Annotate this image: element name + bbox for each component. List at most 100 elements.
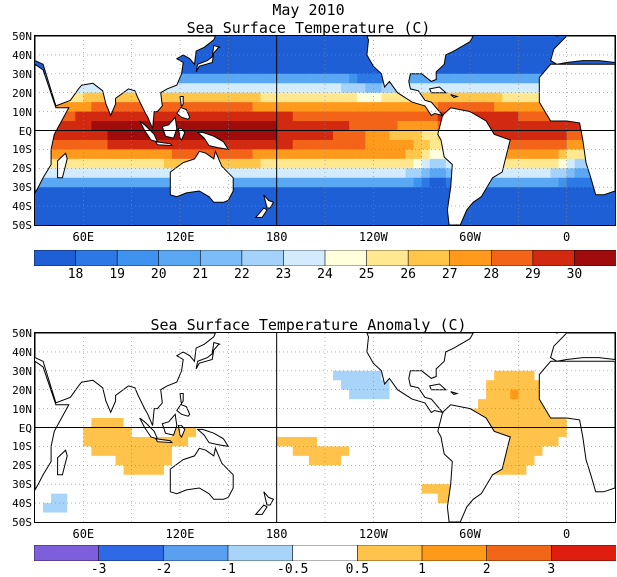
grid-cell — [212, 54, 221, 65]
grid-cell — [131, 102, 141, 113]
grid-cell — [437, 465, 447, 476]
grid-cell — [333, 139, 342, 150]
grid-cell — [220, 342, 229, 353]
grid-cell — [349, 92, 358, 103]
grid-cell — [349, 380, 358, 391]
grid-cell — [325, 446, 334, 457]
grid-cell — [566, 187, 576, 198]
grid-cell — [59, 206, 68, 217]
grid-cell — [518, 168, 527, 179]
grid-cell — [518, 102, 527, 113]
grid-cell — [397, 446, 407, 457]
grid-cell — [59, 436, 68, 447]
grid-cell — [308, 121, 318, 132]
grid-cell — [308, 361, 318, 372]
grid-cell — [461, 64, 471, 75]
grid-cell — [228, 168, 237, 179]
grid-cell — [437, 370, 447, 381]
grid-cell — [204, 196, 213, 207]
grid-cell — [163, 408, 173, 419]
grid-cell — [437, 512, 447, 522]
grid-cell — [558, 215, 568, 225]
grid-cell — [333, 102, 342, 113]
grid-cell — [510, 139, 519, 150]
grid-cell — [566, 474, 576, 485]
grid-cell — [373, 130, 382, 141]
grid-cell — [252, 408, 262, 419]
grid-cell — [470, 102, 479, 113]
grid-cell — [502, 455, 511, 466]
grid-cell — [558, 187, 568, 198]
grid-cell — [244, 130, 254, 141]
grid-cell — [526, 206, 536, 217]
grid-cell — [51, 484, 60, 495]
grid-cell — [83, 446, 92, 457]
grid-cell — [574, 206, 584, 217]
grid-cell — [405, 465, 415, 476]
grid-cell — [502, 408, 511, 419]
grid-cell — [292, 92, 302, 103]
grid-cell — [75, 111, 84, 122]
grid-cell — [196, 380, 205, 391]
grid-cell — [308, 342, 318, 353]
grid-cell — [381, 408, 391, 419]
grid-cell — [478, 333, 487, 344]
grid-cell — [59, 418, 68, 429]
grid-cell — [325, 474, 334, 485]
grid-cell — [316, 121, 326, 132]
grid-cell — [308, 474, 318, 485]
grid-cell — [131, 139, 141, 150]
grid-cell — [534, 370, 544, 381]
grid-cell — [341, 64, 350, 75]
grid-cell — [389, 446, 399, 457]
grid-cell — [349, 333, 358, 344]
grid-cell — [365, 102, 374, 113]
grid-cell — [574, 512, 584, 522]
grid-cell — [550, 149, 560, 160]
grid-cell — [510, 215, 519, 225]
grid-cell — [292, 427, 302, 438]
grid-cell — [405, 158, 415, 169]
grid-cell — [373, 177, 382, 188]
grid-cell — [163, 399, 173, 410]
grid-cell — [115, 408, 125, 419]
grid-cell — [574, 446, 584, 457]
grid-cell — [115, 168, 125, 179]
grid-cell — [518, 196, 527, 207]
grid-cell — [413, 465, 423, 476]
grid-cell — [212, 427, 221, 438]
grid-cell — [308, 206, 318, 217]
grid-cell — [373, 427, 382, 438]
grid-cell — [437, 168, 447, 179]
grid-cell — [292, 130, 302, 141]
grid-cell — [196, 215, 205, 225]
grid-cell — [397, 196, 407, 207]
grid-cell — [212, 418, 221, 429]
grid-cell — [99, 92, 109, 103]
grid-cell — [341, 351, 350, 362]
grid-cell — [67, 493, 76, 504]
grid-cell — [413, 121, 423, 132]
lon-tick-label: 60E — [72, 527, 95, 541]
grid-cell — [196, 54, 205, 65]
grid-cell — [51, 139, 60, 150]
grid-cell — [518, 342, 527, 353]
grid-cell — [67, 177, 76, 188]
colorbar-swatch — [407, 250, 451, 266]
grid-cell — [300, 45, 310, 56]
grid-cell — [341, 83, 350, 94]
grid-cell — [349, 64, 358, 75]
grid-cell — [163, 168, 173, 179]
grid-cell — [510, 474, 519, 485]
grid-cell — [316, 83, 326, 94]
grid-cell — [413, 187, 423, 198]
grid-cell — [316, 503, 326, 514]
grid-cell — [236, 149, 246, 160]
grid-cell — [413, 102, 423, 113]
grid-cell — [107, 474, 117, 485]
grid-cell — [35, 493, 44, 504]
grid-cell — [300, 206, 310, 217]
grid-cell — [51, 215, 60, 225]
grid-cell — [316, 474, 326, 485]
grid-cell — [236, 351, 246, 362]
